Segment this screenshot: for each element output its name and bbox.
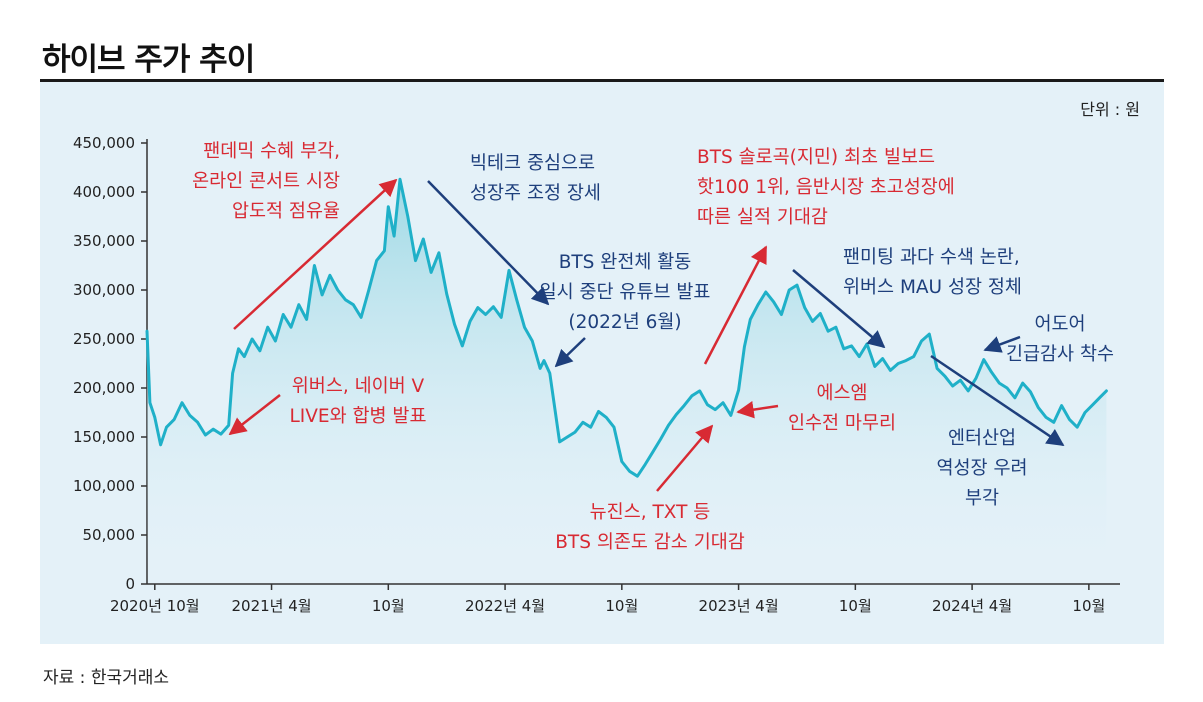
annotation-line: 압도적 점유율 <box>232 201 340 222</box>
y-tick-label: 350,000 <box>73 232 135 250</box>
annotation-line: 빅테크 중심으로 <box>470 153 595 174</box>
annotation-line: 긴급감사 착수 <box>1006 344 1114 365</box>
arrow-entertainment <box>930 354 1065 447</box>
y-tick-label: 200,000 <box>73 379 135 397</box>
annotation-line: 역성장 우려 <box>937 458 1028 479</box>
arrow-fanmeeting <box>792 269 886 349</box>
y-tick-label: 300,000 <box>73 281 135 299</box>
annotation-line: BTS 완전체 활동 <box>559 252 692 273</box>
x-tick-label: 10월 <box>605 597 638 615</box>
y-tick-label: 450,000 <box>73 134 135 152</box>
annotation-line: LIVE와 합병 발표 <box>290 406 427 427</box>
annotation-arrows <box>228 178 1065 492</box>
annotation-line: 핫100 1위, 음반시장 초고성장에 <box>697 177 955 198</box>
arrow-bts-hiatus <box>554 337 586 368</box>
y-tick-label: 250,000 <box>73 330 135 348</box>
annotation-line: 엔터산업 <box>948 428 1016 449</box>
y-tick-label: 50,000 <box>83 526 136 544</box>
annotation-line: 팬미팅 과다 수색 논란, <box>843 247 1020 268</box>
x-tick-label: 2021년 4월 <box>231 597 311 615</box>
source-note: 자료 : 한국거래소 <box>43 668 170 688</box>
y-tick-label: 150,000 <box>73 428 135 446</box>
y-axis: 0 50,000 100,000 150,000 200,000 250,000 300,0… <box>73 134 148 593</box>
annotation-line: 온라인 콘서트 시장 <box>192 171 340 192</box>
x-tick-label: 2023년 4월 <box>699 597 779 615</box>
y-tick-label: 400,000 <box>73 183 135 201</box>
x-axis: 2020년 10월 2021년 4월 10월 2022년 4월 10월 2023년 4월 1… <box>110 583 1120 615</box>
annotation-line: 에스엠 <box>816 383 867 404</box>
annotation-line: (2022년 6월) <box>568 312 681 333</box>
title-underline <box>40 79 1164 82</box>
y-tick-label: 100,000 <box>73 477 135 495</box>
x-tick-label: 2024년 4월 <box>932 597 1012 615</box>
annotation-line: 따른 실적 기대감 <box>697 207 828 228</box>
unit-label: 단위 : 원 <box>1080 100 1140 119</box>
annotation-line: 팬데믹 수혜 부각, <box>203 141 340 162</box>
arrow-bts-chart <box>703 245 768 365</box>
annotation-line: 위버스 MAU 성장 정체 <box>843 277 1022 298</box>
annotation-line: 어도어 <box>1034 314 1085 335</box>
arrow-weverse <box>228 394 281 436</box>
annotation-line: BTS 솔로곡(지민) 최초 빌보드 <box>697 147 935 168</box>
arrow-sm <box>736 401 779 419</box>
arrow-pandemic <box>233 178 398 330</box>
annotation-line: 일시 중단 유튜브 발표 <box>540 282 711 303</box>
arrow-bigtech <box>427 180 550 306</box>
annotation-fanmeeting: 팬미팅 과다 수색 논란, 위버스 MAU 성장 정체 <box>843 247 1022 298</box>
x-tick-label: 10월 <box>372 597 405 615</box>
annotation-line: 인수전 마무리 <box>788 413 896 434</box>
arrow-ador <box>983 335 1021 353</box>
x-tick-label: 2020년 10월 <box>110 597 200 615</box>
price-area-fill <box>147 179 1107 585</box>
annotation-newjeans: 뉴진스, TXT 등 BTS 의존도 감소 기대감 <box>555 502 745 553</box>
annotation-line: 뉴진스, TXT 등 <box>590 502 711 523</box>
annotation-line: 위버스, 네이버 V <box>292 376 425 397</box>
annotation-line: 성장주 조정 장세 <box>470 183 601 204</box>
annotation-line: BTS 의존도 감소 기대감 <box>555 532 745 553</box>
annotation-weverse-vlive: 위버스, 네이버 V LIVE와 합병 발표 <box>290 376 427 427</box>
chart-title: 하이브 주가 추이 <box>42 42 255 78</box>
annotation-line: 부각 <box>965 488 999 509</box>
x-tick-label: 10월 <box>1072 597 1105 615</box>
y-tick-label: 0 <box>125 575 135 593</box>
price-line <box>145 177 1108 478</box>
x-tick-label: 10월 <box>839 597 872 615</box>
x-tick-label: 2022년 4월 <box>465 597 545 615</box>
arrow-newjeans <box>656 424 714 492</box>
